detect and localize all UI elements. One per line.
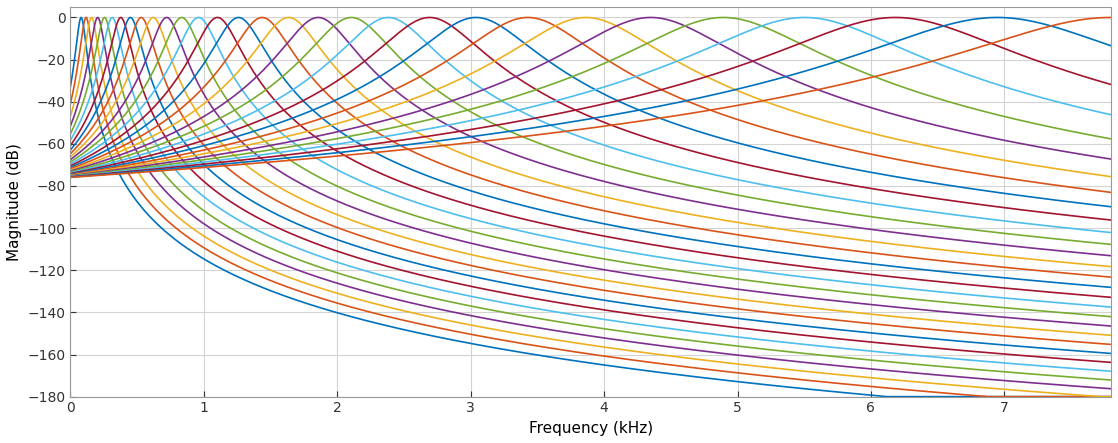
X-axis label: Frequency (kHz): Frequency (kHz) [529, 421, 653, 436]
Y-axis label: Magnitude (dB): Magnitude (dB) [7, 143, 22, 261]
